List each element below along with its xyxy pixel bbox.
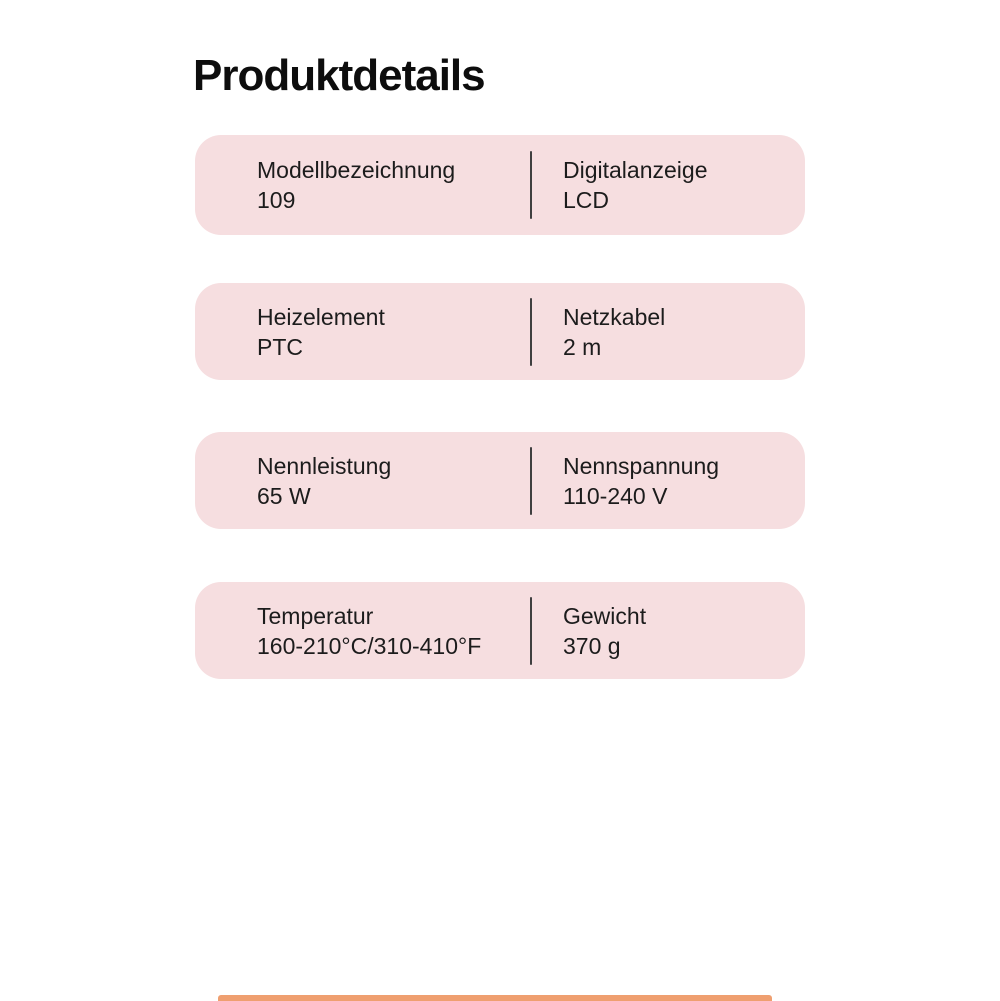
- spec-value: 2 m: [563, 333, 602, 360]
- spec-cell-left: Heizelement PTC: [195, 283, 530, 380]
- card-divider: [530, 151, 532, 219]
- spec-label: Heizelement: [257, 303, 385, 330]
- spec-value: 160-210°C/310-410°F: [257, 632, 482, 659]
- spec-value: 65 W: [257, 482, 311, 509]
- spec-cell-right: Netzkabel 2 m: [532, 283, 805, 380]
- spec-card-power: Nennleistung 65 W Nennspannung 110-240 V: [195, 432, 805, 529]
- spec-value: PTC: [257, 333, 303, 360]
- spec-cell-left: Nennleistung 65 W: [195, 432, 530, 529]
- spec-label: Gewicht: [563, 602, 647, 629]
- page-title: Produktdetails: [193, 51, 486, 100]
- card-divider: [530, 297, 532, 366]
- spec-card-temperature: Temperatur 160-210°C/310-410°F Gewicht 3…: [195, 582, 805, 679]
- spec-label: Nennleistung: [257, 452, 392, 479]
- spec-card-heating: Heizelement PTC Netzkabel 2 m: [195, 283, 805, 380]
- spec-label: Modellbezeichnung: [257, 157, 456, 183]
- spec-cell-right: Digitalanzeige LCD: [532, 135, 805, 235]
- accent-bar: [218, 995, 772, 1001]
- spec-cell-right: Gewicht 370 g: [532, 582, 805, 679]
- spec-cell-left: Temperatur 160-210°C/310-410°F: [195, 582, 530, 679]
- spec-label: Temperatur: [257, 602, 374, 629]
- spec-value: 110-240 V: [563, 482, 668, 509]
- spec-value: LCD: [563, 187, 610, 213]
- spec-label: Nennspannung: [563, 452, 720, 479]
- card-divider: [530, 446, 532, 515]
- spec-label: Digitalanzeige: [563, 157, 708, 183]
- spec-card-model: Modellbezeichnung 109 Digitalanzeige LCD: [195, 135, 805, 235]
- spec-label: Netzkabel: [563, 303, 666, 330]
- spec-cell-right: Nennspannung 110-240 V: [532, 432, 805, 529]
- card-divider: [530, 596, 532, 665]
- spec-value: 109: [257, 187, 296, 213]
- spec-cell-left: Modellbezeichnung 109: [195, 135, 530, 235]
- product-figure: 38mm 96mm 275mm 410°F: [0, 738, 1000, 1001]
- spec-value: 370 g: [563, 632, 621, 659]
